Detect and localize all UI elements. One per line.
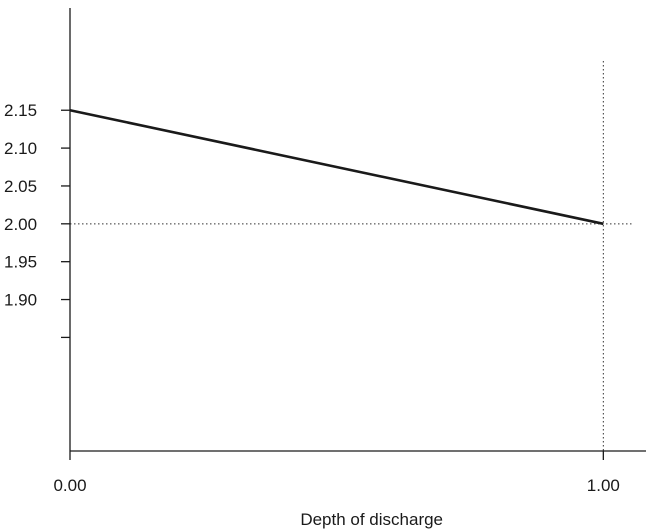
- x-tick-label: 0.00: [53, 476, 86, 495]
- x-axis-title: Depth of discharge: [300, 510, 443, 529]
- series-layer: [69, 108, 604, 226]
- y-tick-label: 1.90: [4, 291, 37, 310]
- y-tick-label: 2.10: [4, 139, 37, 158]
- y-tick-label: 2.05: [4, 177, 37, 196]
- ticks: 2.15 2.10 2.05 2.00 1.95 1.90 0.00 1.00: [4, 101, 620, 495]
- reference-lines: [70, 61, 632, 451]
- x-tick-label: 1.00: [587, 476, 620, 495]
- y-tick-label: 2.15: [4, 101, 37, 120]
- y-tick-label: 2.00: [4, 215, 37, 234]
- y-tick-label: 1.95: [4, 253, 37, 272]
- series-line: [69, 108, 604, 226]
